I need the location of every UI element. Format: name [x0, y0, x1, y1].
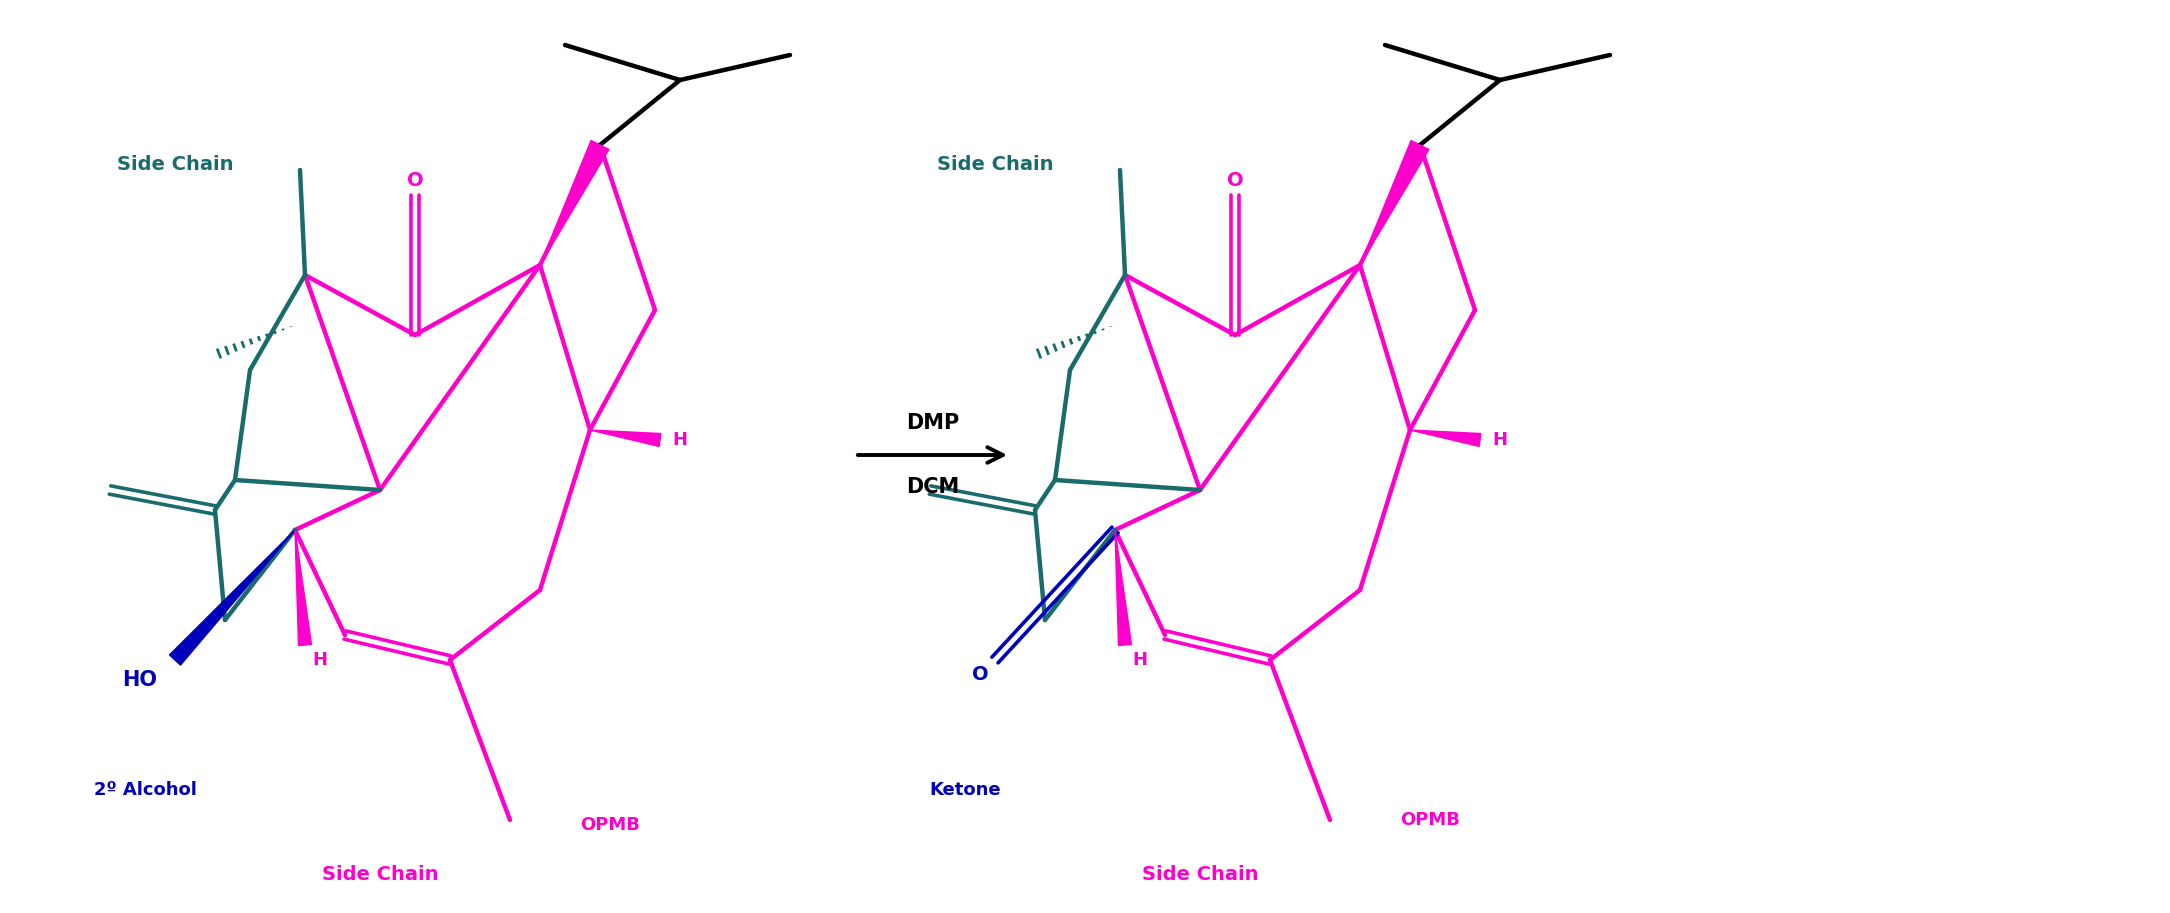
Polygon shape	[540, 141, 610, 265]
Polygon shape	[1361, 141, 1428, 265]
Text: Side Chain: Side Chain	[1141, 866, 1259, 885]
Polygon shape	[295, 530, 312, 645]
Text: OPMB: OPMB	[579, 816, 640, 834]
Polygon shape	[590, 430, 662, 446]
Text: Side Chain: Side Chain	[937, 155, 1052, 174]
Text: H: H	[1133, 651, 1148, 669]
Text: H: H	[673, 431, 688, 449]
Text: O: O	[406, 171, 423, 190]
Text: Side Chain: Side Chain	[117, 155, 232, 174]
Text: Ketone: Ketone	[929, 781, 1000, 799]
Polygon shape	[1115, 530, 1131, 645]
Text: HO: HO	[122, 670, 158, 690]
Text: OPMB: OPMB	[1400, 811, 1460, 829]
Text: Side Chain: Side Chain	[321, 866, 438, 885]
Text: DMP: DMP	[905, 413, 959, 433]
Text: H: H	[312, 651, 328, 669]
Text: 2º Alcohol: 2º Alcohol	[93, 781, 197, 799]
Text: O: O	[972, 666, 987, 685]
Polygon shape	[169, 530, 295, 665]
Text: DCM: DCM	[905, 477, 959, 497]
Text: O: O	[1226, 171, 1243, 190]
Polygon shape	[1410, 430, 1480, 446]
Text: H: H	[1493, 431, 1508, 449]
